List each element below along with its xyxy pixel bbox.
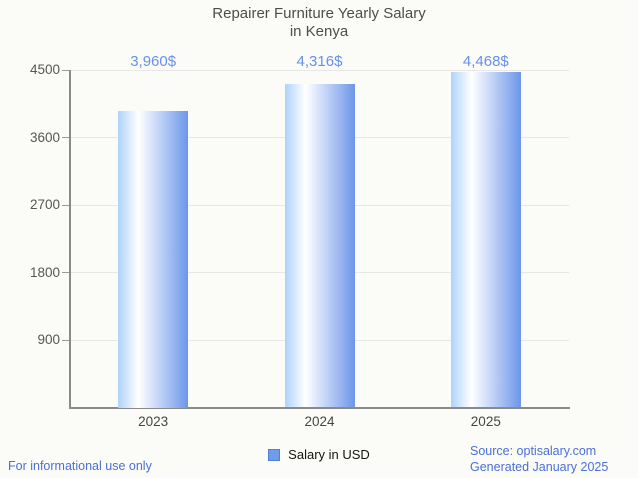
y-tick-900: [62, 339, 69, 341]
y-tick-label-1800: 1800: [29, 264, 60, 280]
legend[interactable]: Salary in USD: [0, 447, 638, 462]
source-block: Source: optisalary.com Generated January…: [470, 443, 608, 475]
generated-date: Generated January 2025: [470, 460, 609, 474]
value-label-2023: 3,960$: [130, 53, 177, 70]
chart-title-line1: Repairer Furniture Yearly Salary: [212, 5, 426, 22]
gridline-4500: [70, 69, 569, 71]
x-tick-label-2025: 2025: [470, 414, 501, 429]
x-tick-label-2024: 2024: [304, 414, 335, 429]
bar-2025[interactable]: [450, 72, 521, 408]
y-tick-3600: [62, 137, 69, 138]
legend-marker-icon: [268, 448, 281, 461]
value-label-2025: 4,468$: [462, 53, 509, 70]
value-label-2024: 4,316$: [296, 53, 343, 70]
y-tick-label-4500: 4500: [29, 62, 60, 77]
legend-label: Salary in USD: [288, 447, 370, 462]
y-tick-2700: [62, 204, 69, 206]
y-tick-label-3600: 3600: [29, 129, 60, 145]
disclaimer-text: For informational use only: [8, 459, 152, 473]
y-axis-line: [69, 70, 71, 409]
x-tick-label-2023: 2023: [138, 414, 169, 429]
bar-2023[interactable]: [118, 110, 189, 408]
y-tick-label-2700: 2700: [29, 197, 60, 212]
x-axis-line: [69, 406, 570, 409]
y-tick-label-900: 900: [37, 332, 60, 347]
chart-title-line2: in Kenya: [289, 22, 349, 40]
chart-title: Repairer Furniture Yearly Salary in Keny…: [0, 5, 638, 40]
source-link[interactable]: Source: optisalary.com: [470, 444, 597, 458]
y-tick-1800: [62, 272, 69, 273]
y-tick-4500: [62, 69, 69, 71]
bar-2024[interactable]: [284, 83, 355, 408]
